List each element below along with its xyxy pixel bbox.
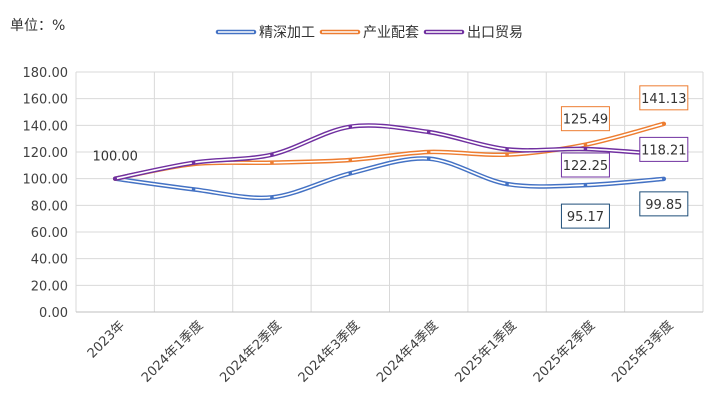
legend: 精深加工 产业配套 出口贸易 [215,25,523,41]
series-2 [112,123,667,181]
data-point [348,158,353,162]
data-point [662,122,666,126]
x-tick-label: 2024年4季度 [373,318,441,386]
y-tick-label: 120.00 [23,146,69,161]
y-tick-label: 20.00 [31,279,68,294]
legend-item: 精深加工 [215,25,315,41]
data-label: 99.85 [639,191,689,217]
data-point [191,187,196,192]
y-tick-label: 80.00 [31,199,68,214]
data-label-text: 122.25 [563,159,609,174]
data-label-box [639,136,689,162]
x-axis: 2023年 2024年1季度 2024年2季度 2024年3季度 2024年4季度 202… [76,311,703,386]
series-line-inner [114,157,665,199]
data-point [270,160,274,165]
data-label: 122.25 [560,152,610,178]
series-lines [112,121,667,201]
x-tick-label: 2024年2季度 [217,318,285,386]
x-tick-label: 2024年1季度 [138,318,206,386]
data-label-text: 118.21 [641,143,687,158]
data-point [505,182,509,186]
data-point [426,150,431,154]
data-point [426,156,431,161]
y-tick-label: 60.00 [31,226,68,241]
data-label-text: 99.85 [645,198,682,213]
x-tick-label: 2025年1季度 [452,318,520,386]
unit-label: 单位：% [10,18,65,34]
data-point [348,171,353,176]
data-point [505,152,509,157]
data-label: 95.17 [560,203,610,229]
data-labels: 100.00 125.49 141.13 122.25 118.21 95.17 99.85 [92,85,689,229]
legend-item: 出口贸易 [423,25,523,41]
legend-item: 产业配套 [319,25,419,41]
data-point [270,195,274,200]
y-tick-label: 40.00 [31,253,68,268]
data-point [270,152,274,157]
data-label: 100.00 [92,150,138,165]
data-label-box [639,191,689,217]
data-point [583,183,588,187]
data-point [348,124,353,129]
data-point [583,147,588,151]
data-label-text: 141.13 [641,92,687,107]
data-label-box [639,85,689,111]
x-tick-label: 2023年 [85,318,128,361]
legend-label: 出口贸易 [467,25,523,41]
data-label-text: 125.49 [563,113,609,128]
data-point [426,130,431,134]
data-label-box [560,106,610,132]
data-point [505,147,509,152]
data-label-box [560,152,610,178]
y-axis: 0.00 20.00 40.00 60.00 80.00 100.00 120.00 140.… [23,66,69,321]
series-line-inner [114,124,665,180]
data-label: 118.21 [639,136,689,162]
data-label: 125.49 [560,106,610,132]
x-tick-label: 2024年3季度 [295,318,363,386]
data-point [583,142,588,147]
data-label: 141.13 [639,85,689,111]
y-tick-label: 140.00 [23,119,69,134]
x-tick-label: 2025年3季度 [609,318,677,386]
legend-label: 精深加工 [259,25,315,41]
data-label-box [560,203,610,229]
y-tick-label: 0.00 [39,306,68,321]
legend-label: 产业配套 [363,25,419,41]
data-point [191,160,196,165]
data-point [113,176,117,181]
data-label-text: 95.17 [567,210,604,225]
y-tick-label: 160.00 [23,93,69,108]
y-tick-label: 180.00 [23,66,69,81]
data-point [662,177,666,181]
x-tick-label: 2025年2季度 [530,318,598,386]
y-tick-label: 100.00 [23,173,69,188]
